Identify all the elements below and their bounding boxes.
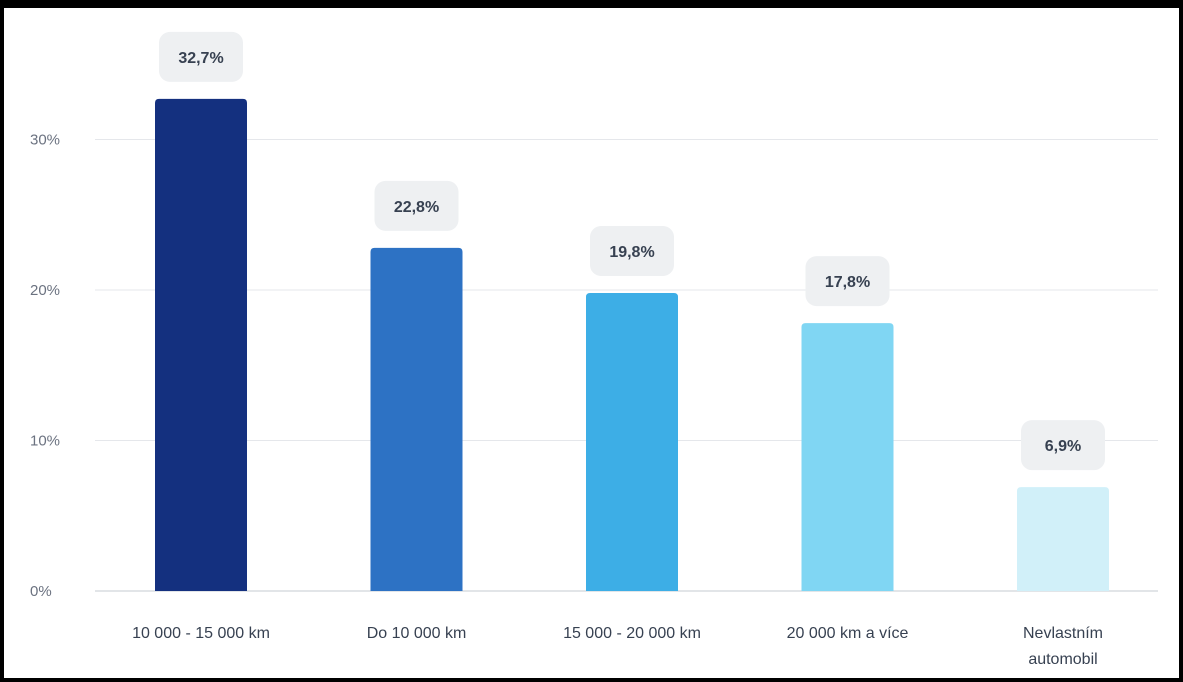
y-axis-tick-labels: 0% 10% 20% 30%	[30, 132, 60, 601]
bar-3	[586, 293, 678, 591]
data-label-1: 32,7%	[178, 50, 223, 67]
y-tick-label-30: 30%	[30, 132, 60, 149]
bars	[155, 98, 1109, 592]
y-tick-label-0: 0%	[30, 583, 52, 600]
x-axis-category-labels: 10 000 - 15 000 km Do 10 000 km 15 000 - 2…	[132, 625, 1103, 668]
data-label-badge-5	[1021, 420, 1105, 471]
data-label-2: 22,8%	[394, 199, 439, 216]
category-label-5-line-2: automobil	[1028, 651, 1097, 668]
data-label-badge-4	[805, 256, 890, 307]
data-label-3: 19,8%	[609, 244, 654, 261]
bar-2	[370, 247, 463, 592]
bar-1	[155, 98, 247, 592]
category-label-4: 20 000 km a více	[787, 625, 909, 642]
data-label-badges: 32,7% 22,8% 19,8% 17,8% 6,9%	[159, 31, 1105, 471]
bar-4	[801, 323, 894, 591]
category-label-5-line-1: Nevlastním	[1023, 625, 1103, 642]
y-tick-label-20: 20%	[30, 282, 60, 299]
data-label-4: 17,8%	[825, 274, 870, 291]
data-label-badge-3	[590, 226, 674, 277]
category-label-3: 15 000 - 20 000 km	[563, 625, 701, 642]
bar-5	[1017, 487, 1109, 591]
y-tick-label-10: 10%	[30, 433, 60, 450]
data-label-5: 6,9%	[1045, 438, 1081, 455]
category-label-1: 10 000 - 15 000 km	[132, 625, 270, 642]
category-label-2: Do 10 000 km	[367, 625, 467, 642]
data-label-badge-2	[374, 180, 459, 231]
data-label-badge-1	[159, 31, 243, 82]
